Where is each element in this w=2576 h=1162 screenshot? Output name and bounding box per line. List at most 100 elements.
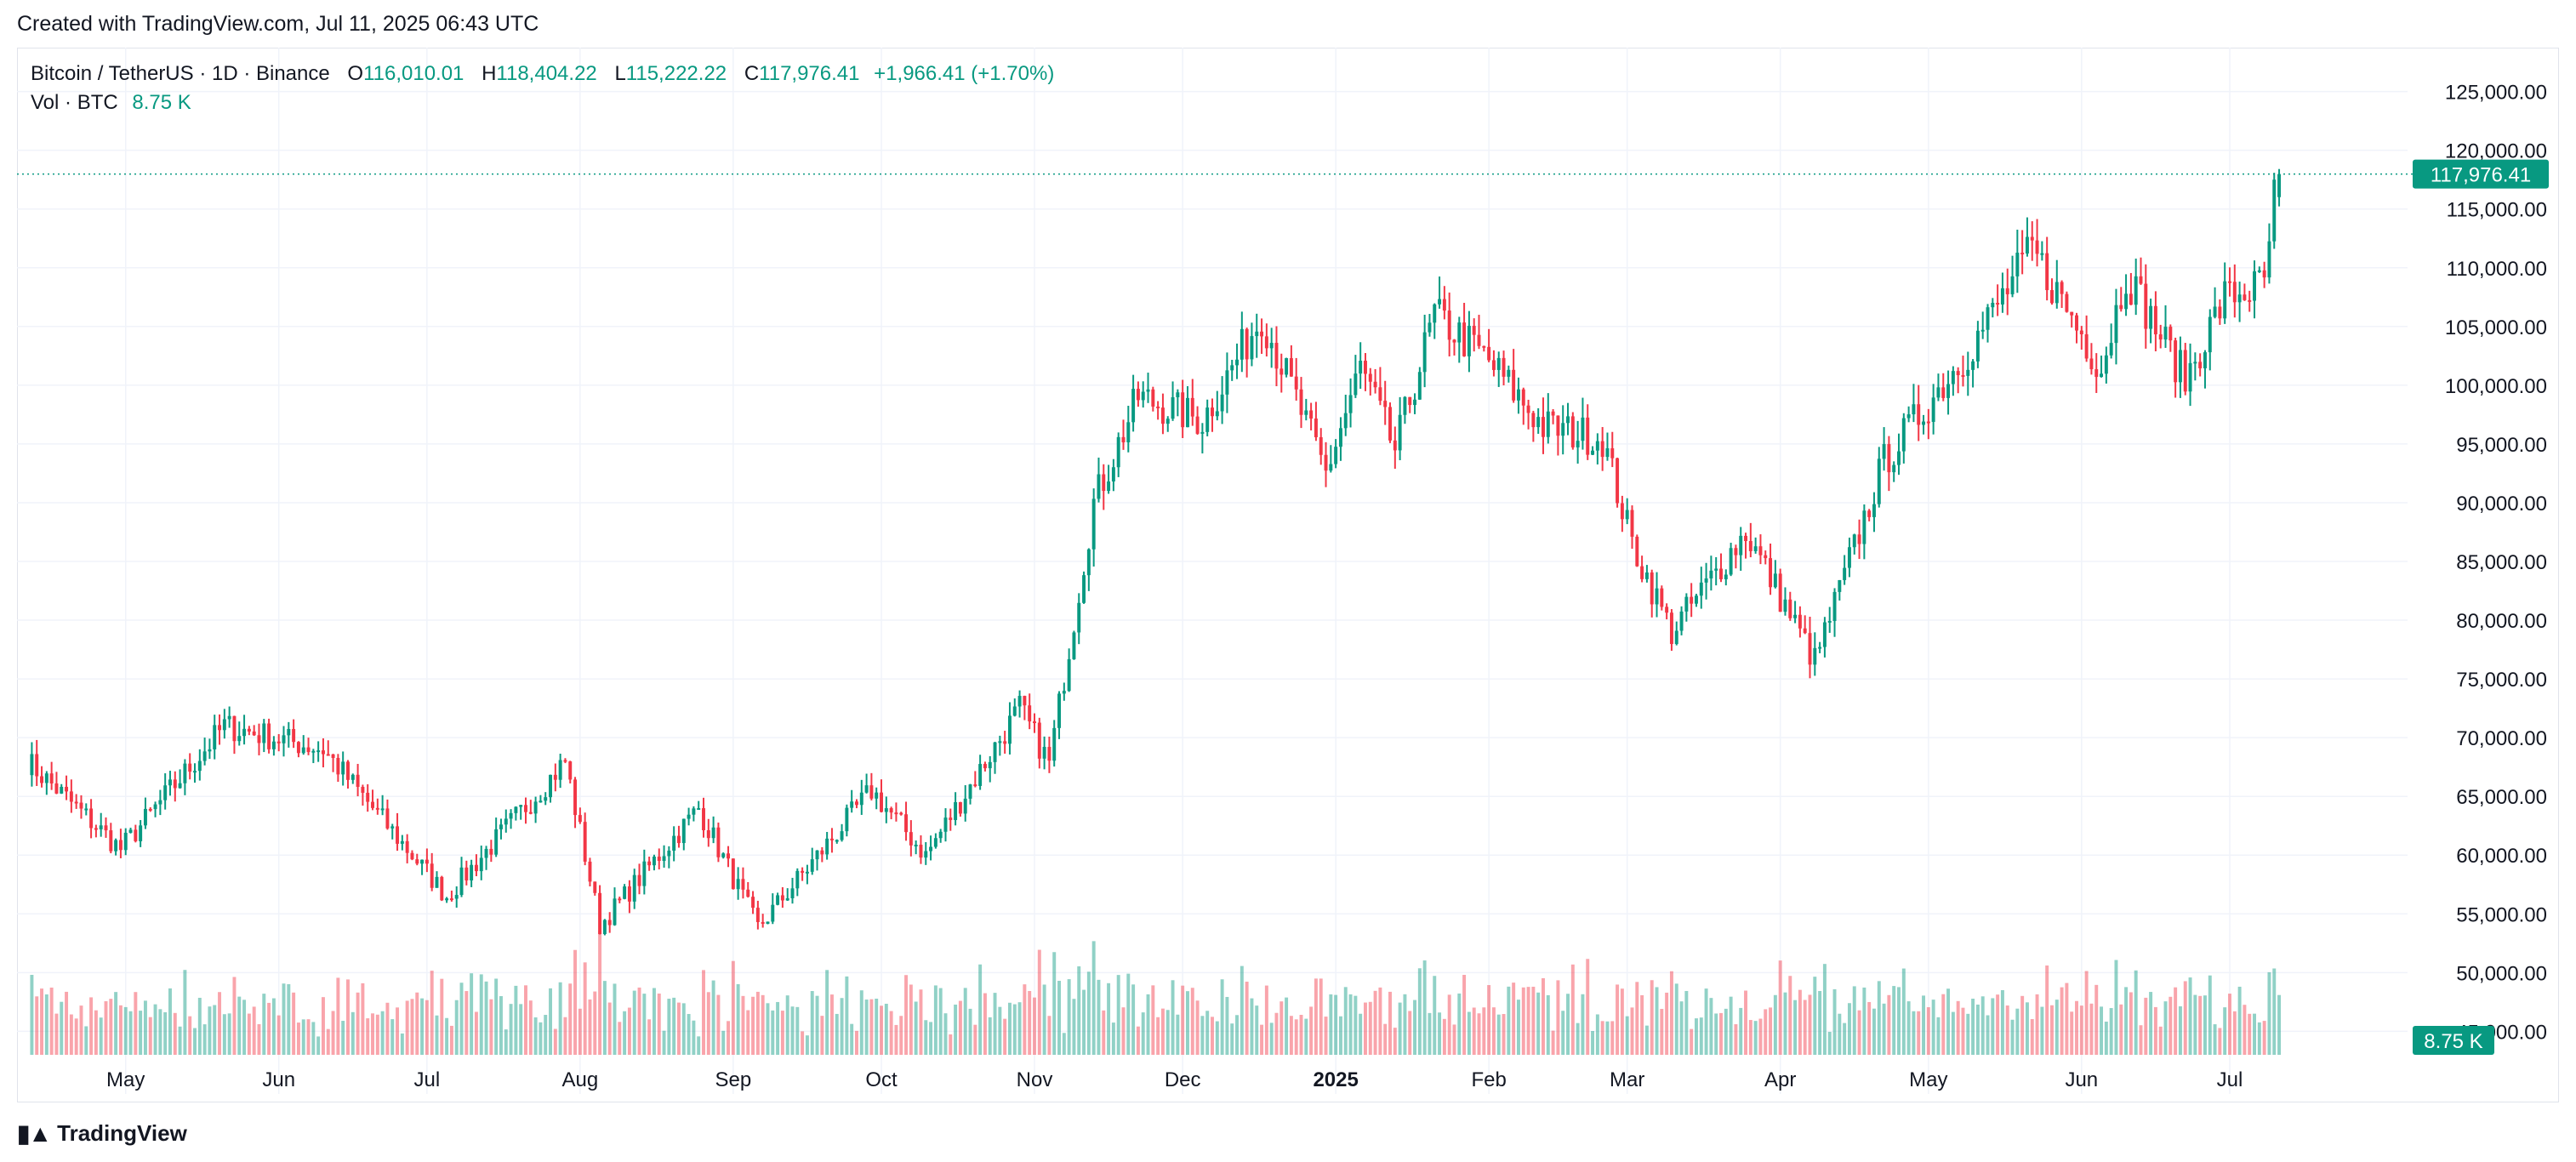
candle-body [385, 808, 390, 829]
candle-body [114, 840, 118, 852]
volume-bar [1936, 1017, 1941, 1055]
volume-bar [578, 1008, 582, 1055]
y-tick-label: 80,000.00 [2456, 610, 2547, 633]
symbol-label[interactable]: Bitcoin / TetherUS · 1D · Binance [31, 62, 330, 85]
candle-body [2243, 294, 2247, 300]
candle-body [1260, 331, 1264, 337]
candle-body [227, 715, 231, 720]
volume-bar [904, 975, 909, 1055]
candle-body [1526, 405, 1530, 413]
candle-body [766, 921, 770, 924]
y-tick-label: 60,000.00 [2456, 845, 2547, 868]
candle-body [1690, 596, 1694, 604]
candle-body [598, 892, 602, 935]
volume-bar [1211, 1017, 1214, 1055]
volume-bar [954, 1004, 958, 1055]
low-label: L [614, 62, 626, 85]
volume-bar [400, 1033, 404, 1055]
candle-body [1665, 607, 1669, 613]
volume-bar [2114, 960, 2118, 1055]
candle-body [1699, 582, 1703, 596]
candle-body [1388, 407, 1392, 441]
candle-body [1368, 373, 1372, 382]
candle-body [400, 840, 404, 844]
candle-body [1843, 567, 1847, 580]
candle-body [1570, 416, 1575, 447]
volume-bar [2020, 995, 2025, 1055]
volume-bar [1364, 1002, 1367, 1055]
volume-bar [1334, 994, 1338, 1055]
candle-body [40, 776, 44, 783]
tradingview-logo[interactable]: ▮▲ TradingView [17, 1119, 187, 1148]
volume-bar [1586, 959, 1590, 1055]
volume-bar [1832, 988, 1837, 1055]
candle-body [1462, 322, 1467, 356]
candle-body [697, 808, 701, 811]
candle-body [336, 758, 340, 775]
candle-body [202, 751, 207, 761]
candle-body [2124, 293, 2129, 310]
candle-body [840, 831, 844, 840]
volume-bar [1037, 949, 1041, 1055]
candle-body [1294, 376, 1298, 390]
volume-bar [504, 1029, 508, 1055]
volume-bar [677, 1002, 681, 1055]
volume-bar [983, 993, 987, 1055]
volume-bar [2035, 994, 2039, 1055]
volume-bar [494, 978, 499, 1055]
volume-bar [1872, 1008, 1876, 1055]
volume-bar [1131, 984, 1136, 1055]
candle-body [2119, 305, 2123, 310]
candle-body [134, 829, 138, 841]
volume-bar [2084, 971, 2089, 1055]
volume-label[interactable]: Vol · BTC [31, 91, 118, 114]
candle-body [933, 838, 938, 847]
candle-body [1788, 599, 1792, 618]
volume-bar [464, 991, 469, 1055]
candle-body [1803, 628, 1807, 634]
volume-bar [1512, 983, 1516, 1055]
volume-bar [909, 984, 913, 1055]
candle-body [618, 898, 622, 901]
candle-body [1769, 558, 1773, 588]
volume-bar [598, 931, 602, 1055]
volume-bar [1260, 1024, 1264, 1055]
volume-bar [1086, 971, 1091, 1055]
volume-bar [949, 1034, 953, 1055]
volume-bar [2218, 1028, 2222, 1055]
candle-body [1832, 591, 1837, 621]
candle-body [440, 876, 444, 901]
chart-frame[interactable] [17, 48, 2559, 1102]
volume-bar [1017, 1002, 1022, 1055]
volume-bar [1368, 1001, 1372, 1055]
candle-body [855, 801, 858, 806]
volume-bar [2243, 1005, 2247, 1055]
volume-bar [1491, 1007, 1496, 1055]
candle-body [30, 754, 34, 776]
candle-body [1062, 691, 1066, 694]
volume-bar [1477, 1013, 1481, 1055]
candle-body [2218, 306, 2222, 319]
volume-bar [356, 992, 360, 1055]
volume-bar [2232, 1011, 2237, 1055]
candle-body [2015, 253, 2020, 276]
candle-body [568, 761, 573, 780]
candle-body [845, 807, 849, 832]
candle-body [390, 826, 395, 829]
volume-bar [420, 998, 425, 1055]
candle-body [2253, 271, 2256, 301]
candle-body [1378, 387, 1382, 402]
volume-bar [1003, 1018, 1007, 1055]
candle-body [1591, 450, 1595, 455]
candle-body [118, 840, 123, 851]
volume-bar [1052, 952, 1057, 1055]
candle-body [405, 840, 409, 853]
y-tick-label: 50,000.00 [2456, 962, 2547, 985]
y-tick-label: 125,000.00 [2445, 82, 2547, 105]
chart-legend: Bitcoin / TetherUS · 1D · Binance O116,0… [31, 60, 1054, 117]
candle-body [1734, 548, 1738, 555]
candle-body [681, 818, 686, 844]
candle-body [247, 728, 251, 732]
candle-body [880, 792, 883, 812]
